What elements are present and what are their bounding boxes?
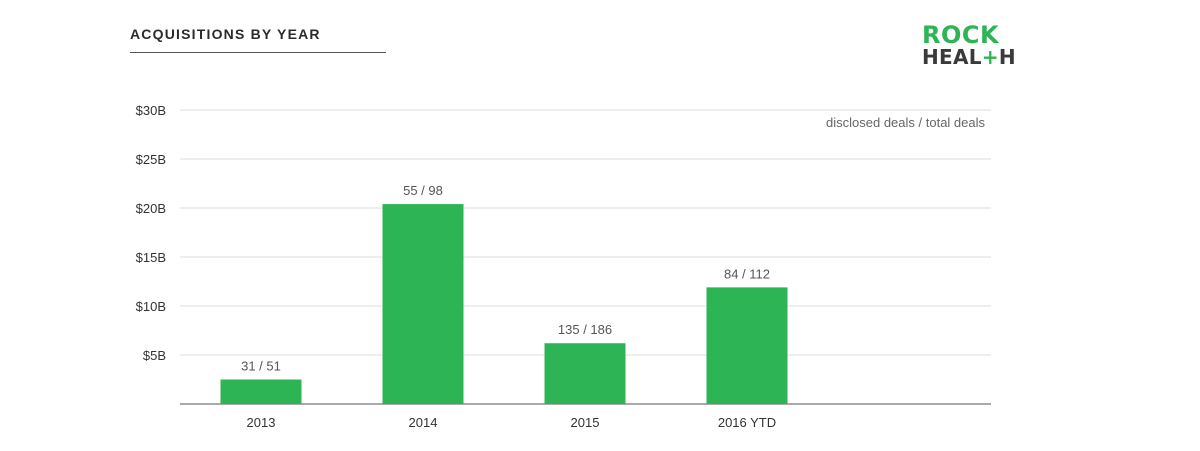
y-tick-label: $5B	[143, 348, 166, 363]
bar	[382, 204, 464, 404]
logo-line-2: HEAL+H	[922, 46, 1016, 68]
title-underline	[130, 52, 386, 53]
data-label: 135 / 186	[558, 322, 612, 337]
rock-health-logo: ROCK HEAL+H	[922, 21, 1016, 68]
y-tick-label: $15B	[136, 250, 166, 265]
bar	[220, 379, 302, 404]
x-category-label: 2015	[571, 415, 600, 430]
bar	[706, 287, 788, 404]
x-category-label: 2014	[409, 415, 438, 430]
y-tick-label: $20B	[136, 201, 166, 216]
logo-line-1: ROCK	[922, 21, 1000, 49]
y-tick-label: $25B	[136, 152, 166, 167]
chart-title: ACQUISITIONS BY YEAR	[130, 26, 321, 42]
data-label: 31 / 51	[241, 359, 281, 374]
y-tick-label: $30B	[136, 103, 166, 118]
logo-text-b: H	[998, 45, 1016, 69]
data-label: 55 / 98	[403, 183, 443, 198]
logo-plus: +	[981, 45, 999, 69]
bar	[544, 343, 626, 404]
data-label: 84 / 112	[724, 266, 770, 281]
x-category-label: 2013	[247, 415, 276, 430]
chart-annotation: disclosed deals / total deals	[826, 115, 985, 130]
x-category-label: 2016 YTD	[718, 415, 776, 430]
logo-text-a: HEAL	[922, 45, 982, 69]
y-tick-label: $10B	[136, 299, 166, 314]
